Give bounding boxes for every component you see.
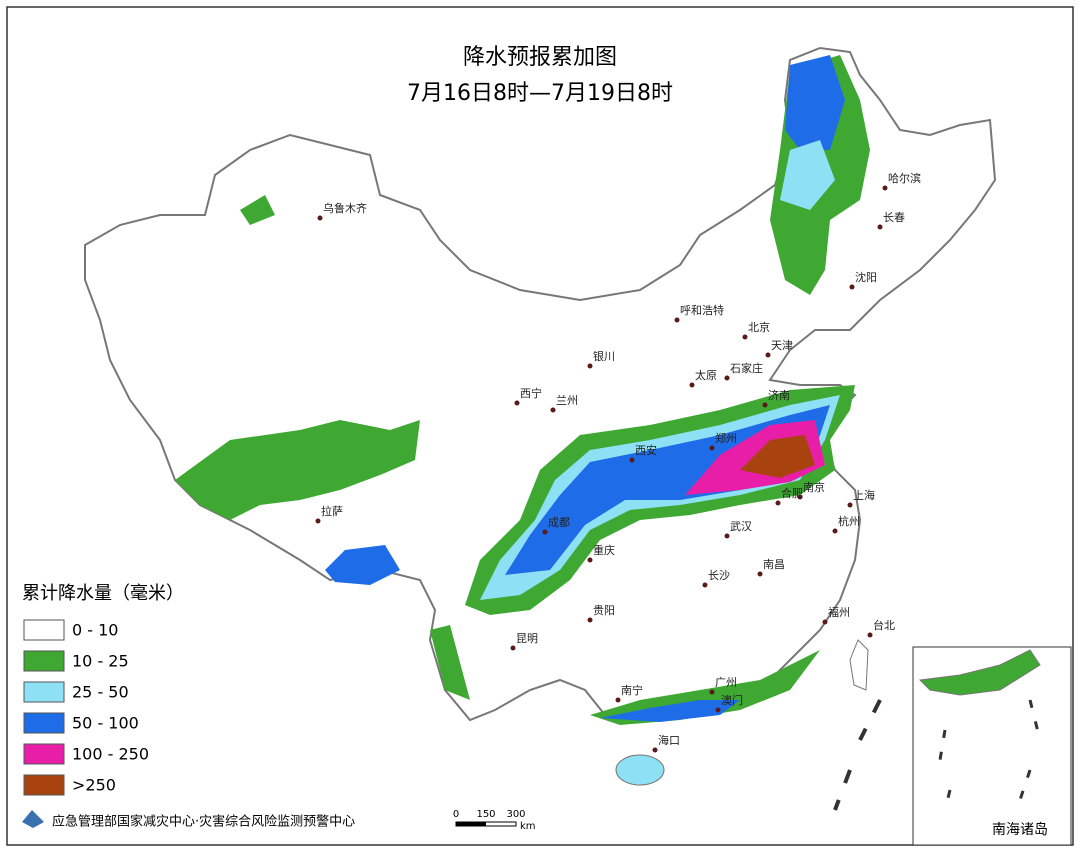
- city-dot: [542, 529, 548, 535]
- city-dot: [762, 402, 768, 408]
- city-dot: [689, 382, 695, 388]
- logo: [22, 810, 44, 828]
- city-label: 北京: [748, 320, 770, 334]
- city-dot: [849, 284, 855, 290]
- city-label: 西宁: [520, 386, 542, 400]
- city-dot: [877, 224, 883, 230]
- city-label: 乌鲁木齐: [323, 201, 367, 215]
- scale-tick: 300: [506, 809, 525, 820]
- city-label: 太原: [695, 369, 717, 382]
- city-dot: [709, 689, 715, 695]
- legend-swatch: [23, 743, 65, 765]
- city-dot: [629, 457, 635, 463]
- city-dot: [724, 533, 730, 539]
- city-dot: [317, 215, 323, 221]
- city-dot: [510, 645, 516, 651]
- city-label: 南京: [803, 480, 825, 494]
- city-label: 海口: [658, 733, 680, 747]
- rain-areas: [175, 55, 870, 725]
- city-label: 南昌: [763, 558, 785, 571]
- legend-label: 100 - 250: [72, 745, 149, 764]
- city-dot: [742, 334, 748, 340]
- legend-label: 25 - 50: [72, 683, 129, 702]
- scale-tick: 150: [476, 809, 495, 820]
- city-label: 银川: [593, 349, 615, 363]
- city-dot: [847, 502, 853, 508]
- legend-swatch: [23, 619, 65, 641]
- city-label: 成都: [548, 516, 570, 529]
- legend-label: 0 - 10: [72, 621, 118, 640]
- city-label: 天津: [771, 339, 793, 352]
- hainan: [615, 754, 665, 786]
- city-label: 南宁: [621, 683, 643, 697]
- city-dot: [587, 363, 593, 369]
- inset-label: 南海诸岛: [992, 822, 1048, 838]
- legend-label: 10 - 25: [72, 652, 129, 671]
- city-label: 长沙: [708, 569, 730, 582]
- taiwan: [849, 639, 869, 691]
- city-label: 合肥: [781, 486, 803, 500]
- city-dot: [797, 494, 803, 500]
- city-label: 哈尔滨: [888, 171, 921, 185]
- city-dot: [587, 617, 593, 623]
- city-label: 上海: [853, 488, 875, 502]
- footer: 应急管理部国家减灾中心·灾害综合风险监测预警中心: [52, 814, 355, 830]
- country-outline: [84, 46, 997, 722]
- city-label: 武汉: [730, 520, 752, 533]
- city-label: 昆明: [516, 632, 538, 645]
- city-label: 拉萨: [321, 504, 343, 518]
- city-label: 沈阳: [855, 270, 877, 284]
- title: 降水预报累加图: [463, 45, 617, 70]
- scale-tick: 0: [453, 809, 459, 820]
- legend-swatch: [23, 650, 65, 672]
- city-dot: [652, 747, 658, 753]
- city-dot: [715, 707, 721, 713]
- city-dot: [674, 317, 680, 323]
- city-dot: [832, 528, 838, 534]
- subtitle: 7月16日8时—7月19日8时: [407, 81, 673, 106]
- inset-coast: [918, 649, 1041, 696]
- city-label: 福州: [828, 605, 850, 619]
- city-dot: [615, 697, 621, 703]
- city-dot: [702, 582, 708, 588]
- legend-swatch: [23, 681, 65, 703]
- legend-swatch: [23, 774, 65, 796]
- legend-label: 50 - 100: [72, 714, 139, 733]
- city-dot: [757, 571, 763, 577]
- city-dot: [550, 407, 556, 413]
- city-dot: [822, 619, 828, 625]
- legend-swatch: [23, 712, 65, 734]
- scale-bar: [455, 821, 517, 827]
- city-label: 西安: [635, 443, 657, 457]
- scale-unit: km: [520, 821, 536, 832]
- city-label: 台北: [873, 618, 895, 632]
- city-label: 澳门: [721, 693, 743, 707]
- city-dot: [882, 185, 888, 191]
- city-label: 郑州: [715, 431, 737, 445]
- city-label: 杭州: [838, 514, 860, 528]
- city-dot: [765, 352, 771, 358]
- city-dot: [709, 445, 715, 451]
- city-label: 重庆: [593, 543, 615, 557]
- city-label: 长春: [883, 211, 905, 224]
- city-dot: [514, 400, 520, 406]
- city-label: 广州: [715, 676, 737, 689]
- city-label: 兰州: [556, 394, 578, 407]
- city-dot: [867, 632, 873, 638]
- boundary: [833, 699, 882, 811]
- city-dot: [775, 500, 781, 506]
- legend-label: >250: [72, 776, 116, 795]
- city-dot: [315, 518, 321, 524]
- city-dot: [587, 557, 593, 563]
- legend-title: 累计降水量（毫米）: [22, 583, 184, 604]
- city-dot: [724, 375, 730, 381]
- city-label: 石家庄: [730, 361, 763, 375]
- city-label: 济南: [768, 388, 790, 402]
- city-label: 呼和浩特: [680, 303, 724, 317]
- city-label: 贵阳: [593, 604, 615, 617]
